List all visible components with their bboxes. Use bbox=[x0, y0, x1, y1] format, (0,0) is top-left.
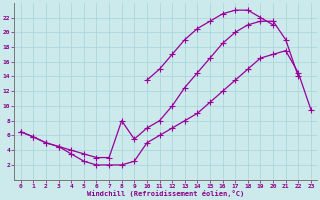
X-axis label: Windchill (Refroidissement éolien,°C): Windchill (Refroidissement éolien,°C) bbox=[87, 190, 244, 197]
